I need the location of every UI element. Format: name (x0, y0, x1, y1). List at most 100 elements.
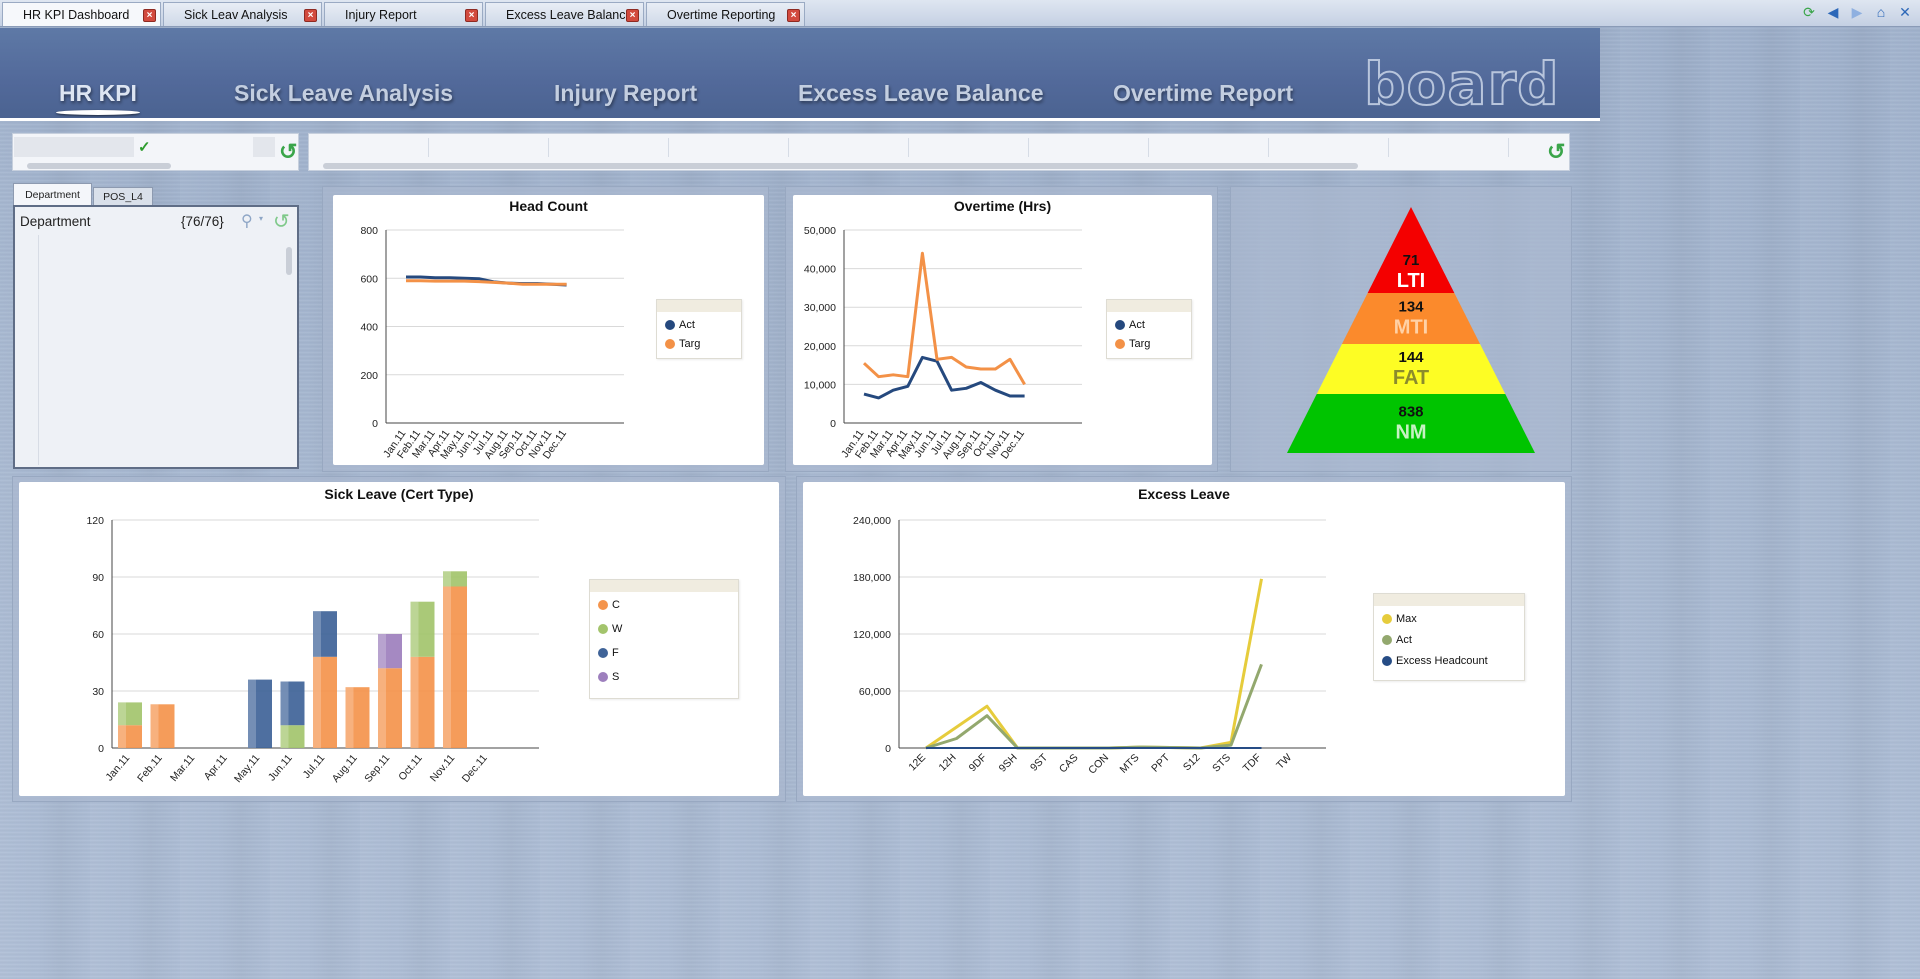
legend-item: Act (665, 319, 741, 331)
close-tab-icon[interactable]: × (304, 9, 317, 22)
x-tick-label: Jul.11 (301, 752, 328, 781)
tab-overtime-reporting[interactable]: Overtime Reporting × (646, 2, 805, 26)
close-tab-icon[interactable]: × (143, 9, 156, 22)
legend-dot (1115, 339, 1125, 349)
selector-cell[interactable] (429, 138, 549, 157)
check-icon[interactable]: ✓ (138, 139, 151, 156)
refresh-icon[interactable]: ↺ (279, 139, 298, 164)
legend-label: Act (1396, 634, 1412, 646)
x-tick-label: Jun.11 (266, 752, 295, 783)
nav-overtime-report[interactable]: Overtime Report (1113, 80, 1294, 106)
chart-legend: Max Act Excess Headcount (1373, 593, 1525, 681)
tab-hr-kpi-dashboard[interactable]: HR KPI Dashboard × (2, 2, 161, 26)
y-tick-label: 30,000 (804, 302, 836, 314)
tab-label: Sick Leav Analysis (184, 8, 288, 22)
y-tick-label: 10,000 (804, 379, 836, 391)
selector-cell[interactable] (1389, 138, 1509, 157)
x-tick-label: STS (1210, 752, 1233, 775)
chart-title: Excess Leave (1138, 486, 1230, 502)
selector-cell[interactable] (549, 138, 669, 157)
chart-title: Head Count (509, 198, 588, 214)
scrollbar-thumb[interactable] (27, 163, 171, 169)
x-tick-label: 12H (937, 752, 959, 774)
tab-department[interactable]: Department (13, 183, 92, 205)
document-tab-bar: HR KPI Dashboard × Sick Leav Analysis × … (0, 0, 1920, 27)
pyramid-label: FAT (1393, 367, 1429, 389)
x-tick-label: TW (1274, 752, 1294, 772)
selector-cell[interactable] (1149, 138, 1269, 157)
y-tick-label: 0 (885, 743, 891, 755)
pyramid-tier-fat (1316, 344, 1506, 394)
bar-highlight (443, 586, 451, 748)
close-tab-icon[interactable]: × (626, 9, 639, 22)
y-tick-label: 40,000 (804, 264, 836, 276)
excess-leave-chart: 0 60,000 120,000 180,000 240,000 12E 12H 9DF 9SH… (853, 515, 1326, 777)
scrollbar-thumb[interactable] (286, 247, 292, 275)
selector-field[interactable] (14, 137, 134, 157)
x-tick-label: Mar.11 (168, 752, 197, 784)
x-tick-label: CON (1086, 752, 1111, 777)
x-tick-label: Nov.11 (428, 752, 458, 784)
y-tick-label: 20,000 (804, 341, 836, 353)
x-tick-label: Aug.11 (330, 752, 360, 785)
bar-highlight (378, 668, 386, 748)
legend-label: Act (679, 319, 695, 331)
series-line-targ (406, 279, 567, 286)
legend-item: C (598, 599, 738, 611)
legend-item: Targ (1115, 338, 1191, 350)
selector-cell[interactable] (1269, 138, 1389, 157)
forward-icon[interactable]: ▶ (1851, 4, 1863, 20)
legend-dot (1382, 656, 1392, 666)
x-tick-label: S12 (1181, 752, 1203, 774)
legend-dot (598, 600, 608, 610)
close-window-icon[interactable]: ✕ (1899, 4, 1911, 20)
close-tab-icon[interactable]: × (787, 9, 800, 22)
tab-excess-leave-balance[interactable]: Excess Leave Balance × (485, 2, 644, 26)
y-tick-label: 120,000 (853, 629, 891, 641)
nav-hr-kpi[interactable]: HR KPI (59, 80, 137, 106)
x-tick-label: Apr.11 (202, 752, 230, 782)
tab-sick-leave-analysis[interactable]: Sick Leav Analysis × (163, 2, 322, 26)
selector-cell[interactable] (789, 138, 909, 157)
excess-leave-card: Excess Leave 0 60,000 120,000 180,000 240,00… (803, 482, 1565, 796)
legend-label: Excess Headcount (1396, 655, 1488, 667)
back-icon[interactable]: ◀ (1827, 4, 1839, 20)
sick-leave-chart: 0 30 60 90 120 Jan.11 Feb.11 Mar.11 Apr.11 May.11… (86, 515, 539, 785)
bar-segment-w (410, 601, 435, 657)
overtime-card: Overtime (Hrs) 0 10,000 20,000 30,000 40,000… (793, 195, 1212, 465)
refresh-icon[interactable]: ⟳ (1803, 4, 1815, 20)
tab-pos-l4[interactable]: POS_L4 (93, 187, 153, 205)
selector-cell[interactable] (1029, 138, 1149, 157)
x-tick-label: Feb.11 (135, 752, 165, 784)
x-tick-label: CAS (1057, 752, 1081, 776)
home-icon[interactable]: ⌂ (1876, 4, 1886, 20)
selector-cell[interactable] (309, 138, 429, 157)
x-tick-label: MTS (1117, 752, 1141, 776)
nav-injury-report[interactable]: Injury Report (554, 80, 698, 106)
selector-cell[interactable] (909, 138, 1029, 157)
selector-button[interactable] (253, 137, 275, 157)
scrollbar-thumb[interactable] (323, 163, 1358, 169)
legend-label: C (612, 599, 620, 611)
refresh-icon[interactable]: ↺ (1547, 139, 1566, 164)
head-count-card: Head Count 0 200 400 600 800 Jan.11 Feb.11 Mar.… (333, 195, 764, 465)
y-tick-label: 60 (92, 629, 104, 641)
refresh-icon[interactable]: ↺ (273, 211, 290, 233)
y-tick-label: 180,000 (853, 572, 891, 584)
close-tab-icon[interactable]: × (465, 9, 478, 22)
legend-dot (598, 672, 608, 682)
nav-excess-leave-balance[interactable]: Excess Leave Balance (798, 80, 1044, 106)
chart-title: Overtime (Hrs) (953, 198, 1052, 214)
legend-dot (1382, 614, 1392, 624)
tab-injury-report[interactable]: Injury Report × (324, 2, 483, 26)
tab-label: HR KPI Dashboard (23, 8, 130, 22)
y-tick-label: 0 (98, 743, 104, 755)
department-filter-panel: Department {76/76} ⚲ ▾ ↺ (13, 205, 299, 469)
x-tick-label: Dec.11 (460, 752, 490, 785)
search-icon[interactable]: ⚲ (241, 213, 253, 230)
nav-sick-leave-analysis[interactable]: Sick Leave Analysis (234, 80, 454, 106)
selector-cell[interactable] (669, 138, 789, 157)
y-tick-label: 0 (830, 418, 836, 430)
chevron-down-icon[interactable]: ▾ (259, 214, 264, 223)
x-tick-label: 9DF (967, 752, 990, 775)
